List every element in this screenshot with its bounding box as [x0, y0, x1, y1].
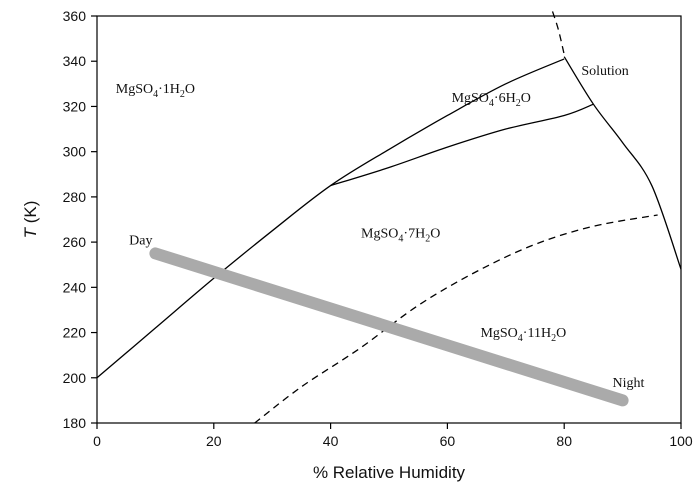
- y-tick-label: 280: [63, 189, 87, 205]
- phase-boundary-dashed-4: [254, 214, 658, 424]
- y-tick-label: 200: [63, 370, 87, 386]
- x-tick-label: 40: [323, 433, 339, 449]
- phase-boundary-1: [330, 103, 594, 187]
- axis-ticks: 0 20 40 60 80 100 180 200 220 240 260 280 300 320 340 3…: [63, 8, 693, 449]
- day-night-path-band: [149, 247, 629, 407]
- y-tick-label: 320: [63, 98, 87, 114]
- phase-lines: [96, 11, 682, 424]
- x-tick-label: 100: [669, 433, 693, 449]
- y-tick-label: 260: [63, 234, 87, 250]
- x-axis-label: % Relative Humidity: [313, 463, 466, 482]
- y-tick-label: 300: [63, 144, 87, 160]
- y-axis-label-symbol: T: [21, 226, 40, 238]
- y-tick-label: 360: [63, 8, 87, 24]
- x-tick-label: 0: [93, 433, 101, 449]
- region-label: MgSO4·7H2O: [361, 227, 440, 245]
- x-tick-label: 60: [440, 433, 456, 449]
- annotation-solution: Solution: [581, 64, 628, 79]
- y-tick-label: 180: [63, 415, 87, 431]
- y-tick-label: 340: [63, 53, 87, 69]
- phase-boundary-dashed-3: [551, 11, 565, 55]
- x-tick-label: 80: [556, 433, 572, 449]
- phase-boundary-2: [563, 56, 682, 270]
- y-axis-label-unit: (K): [21, 201, 40, 228]
- region-label: MgSO4·6H2O: [452, 91, 531, 109]
- annotation-day: Day: [129, 233, 152, 248]
- y-tick-label: 240: [63, 279, 87, 295]
- x-tick-label: 20: [206, 433, 222, 449]
- phase-boundary-0: [96, 58, 565, 379]
- region-label: MgSO4·11H2O: [480, 326, 566, 344]
- plot-frame: [96, 15, 682, 424]
- y-tick-label: 220: [63, 325, 87, 341]
- region-label: MgSO4·1H2O: [116, 82, 195, 100]
- annotation-night: Night: [612, 376, 644, 391]
- y-axis-label: T (K): [21, 201, 40, 239]
- region-labels: MgSO4·1H2O MgSO4·6H2O MgSO4·7H2O MgSO4·11H2…: [116, 64, 645, 391]
